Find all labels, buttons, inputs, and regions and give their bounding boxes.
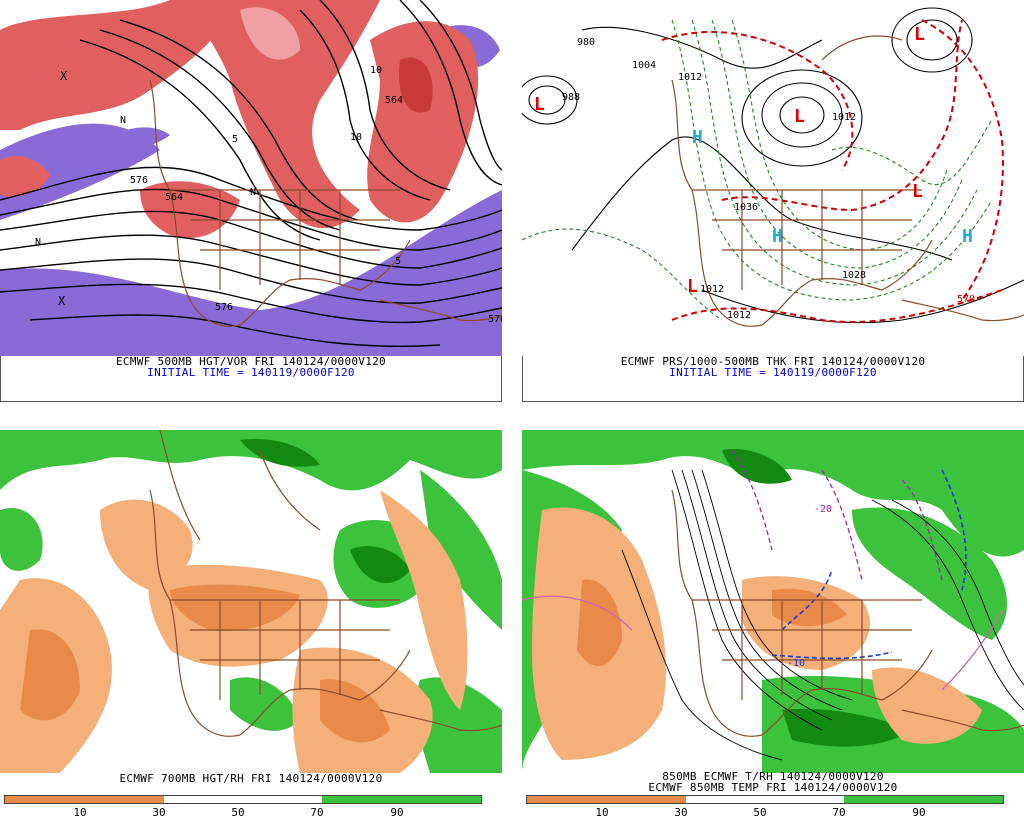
high-pressure-marker: H	[962, 226, 973, 247]
panel-500mb-vorticity: 576 576 576 564 564 10 10 5 5 N N N X X …	[0, 0, 502, 402]
colorbar-label: 10	[595, 806, 609, 819]
map-500mb-hgt-vor: 576 576 576 564 564 10 10 5 5 N N N X X	[0, 0, 502, 356]
colorbar-label: 70	[310, 806, 324, 819]
low-pressure-marker: L	[687, 276, 698, 297]
colorbar-label: 50	[753, 806, 767, 819]
contour-label: X	[60, 69, 68, 83]
dry-region	[380, 490, 468, 710]
panel-initial-time: INITIAL TIME = 140119/0000F120	[669, 366, 877, 379]
contour-label: 570	[957, 294, 975, 305]
positive-vorticity-region	[140, 181, 240, 239]
positive-vorticity-region	[367, 21, 479, 223]
panel-caption: ECMWF 700MB HGT/RH FRI 140124/0000V120	[119, 772, 383, 785]
contour-label: 1012	[700, 284, 724, 295]
positive-vorticity-region	[0, 155, 50, 197]
negative-vorticity-region	[100, 127, 170, 150]
contour-label: 1004	[632, 60, 656, 71]
contour-label: 1012	[832, 112, 856, 123]
moist-region	[0, 430, 502, 491]
rh-colorbar	[4, 795, 482, 804]
contour-label: 5	[395, 256, 401, 267]
map-prs-1000-500-thk: 988 980 1004 1012 1012 1036 1028 1012 10…	[522, 0, 1024, 356]
moist-region	[522, 430, 1024, 557]
contour-label: 564	[165, 192, 183, 203]
moist-region	[852, 507, 1007, 640]
panel-caption: ECMWF 850MB TEMP FRI 140124/0000V120	[648, 781, 898, 794]
positive-vorticity-region	[0, 0, 240, 130]
colorbar-label: 70	[832, 806, 846, 819]
rh-colorbar	[526, 795, 1004, 804]
moist-region	[415, 677, 502, 773]
map-700mb-hgt-rh	[0, 430, 502, 773]
colorbar-label: 50	[231, 806, 245, 819]
panel-caption: ECMWF 500MB HGT/VOR FRI 140124/0000V120	[116, 355, 386, 368]
contour-label: -10	[787, 658, 805, 669]
contour-label: 1012	[678, 72, 702, 83]
low-pressure-marker: L	[914, 24, 925, 45]
colorbar-label: 30	[674, 806, 688, 819]
low-pressure-marker: L	[794, 106, 805, 127]
panel-caption: ECMWF PRS/1000-500MB THK FRI 140124/0000…	[620, 355, 926, 368]
contour-label: 576	[215, 302, 233, 313]
colorbar-label: 90	[912, 806, 926, 819]
contour-label: 980	[577, 37, 595, 48]
colorbar-label: 10	[73, 806, 87, 819]
contour-label: 5	[232, 134, 238, 145]
contour-label: 988	[562, 92, 580, 103]
contour-label: X	[58, 294, 66, 308]
contour-label: 1012	[727, 310, 751, 321]
low-pressure-marker: L	[912, 181, 923, 202]
contour-label: 576	[488, 314, 502, 325]
high-pressure-marker: H	[692, 127, 703, 148]
contour-label: 1028	[842, 270, 866, 281]
panel-850mb-temp-rh: -20 -10 850MB ECMWF T/RH 140124/0000V120…	[522, 430, 1024, 819]
contour-label: 10	[370, 65, 382, 76]
contour-label: N	[250, 187, 256, 198]
moist-region	[230, 677, 300, 731]
contour-label: -20	[814, 504, 832, 515]
contour-label: 564	[385, 95, 403, 106]
panel-700mb-rh: ECMWF 700MB HGT/RH FRI 140124/0000V120 1…	[0, 430, 502, 819]
moist-region	[420, 470, 502, 630]
panel-initial-time: INITIAL TIME = 140119/0000F120	[147, 366, 355, 379]
high-pressure-marker: H	[772, 226, 783, 247]
moist-region	[0, 508, 43, 571]
contour-label: 1036	[734, 202, 758, 213]
contour-label: 10	[350, 132, 362, 143]
contour-label: 576	[130, 175, 148, 186]
contour-label: N	[35, 237, 41, 248]
dry-region	[872, 667, 982, 744]
panel-caption: 850MB ECMWF T/RH 140124/0000V120	[662, 770, 884, 783]
low-pressure-marker: L	[534, 94, 545, 115]
colorbar-label: 90	[390, 806, 404, 819]
panel-surface-pressure-thickness: 988 980 1004 1012 1012 1036 1028 1012 10…	[522, 0, 1024, 402]
contour-label: N	[120, 115, 126, 126]
map-850mb-t-rh: -20 -10	[522, 430, 1024, 773]
colorbar-label: 30	[152, 806, 166, 819]
